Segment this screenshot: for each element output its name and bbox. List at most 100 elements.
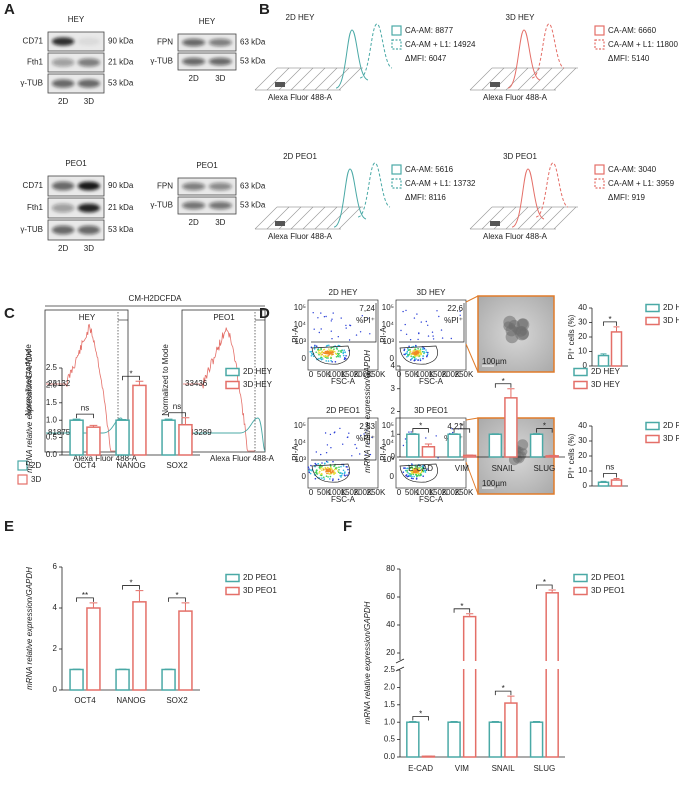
scatter-dot (348, 432, 350, 434)
scatter-dot (418, 467, 421, 470)
blot-kda: 53 kDa (108, 79, 134, 88)
scatter-dot (330, 466, 332, 469)
significance-label: * (543, 578, 546, 587)
y-tick-label: 10 (578, 347, 587, 356)
bar (86, 607, 101, 691)
blot-row-label: Fth1 (27, 203, 44, 212)
flow-grid (338, 206, 362, 230)
scatter-dot (326, 357, 328, 359)
y-tick-label: 40 (578, 303, 587, 312)
scatter-dot (426, 355, 428, 358)
y-tick-label: 0.0 (384, 752, 396, 761)
y-tick-label: 10⁵ (382, 303, 394, 312)
scatter-dot (411, 471, 414, 473)
pi-percent: 2,53 (359, 422, 375, 431)
y-tick-label: 10⁵ (382, 421, 394, 430)
y-axis-label: PI⁺ cells (%) (567, 314, 576, 359)
scatter-dot (332, 312, 334, 314)
scatter-dot (431, 331, 434, 333)
error-bar (548, 589, 556, 593)
y-tick-label: 0.0 (46, 450, 58, 459)
ros-plot-title: HEY (79, 313, 96, 322)
significance-bracket (494, 383, 512, 388)
histogram-peak (511, 168, 545, 228)
scatter-dot (415, 352, 417, 354)
blot-row-label: γ-TUB (20, 79, 43, 88)
scatter-dot (414, 467, 417, 470)
scatter-dot (333, 465, 335, 468)
significance-label: * (129, 579, 132, 588)
scatter-dot (332, 478, 334, 480)
scatter-dot (340, 465, 342, 468)
scatter-dot (315, 463, 317, 466)
scatter-dot (407, 472, 410, 474)
scatter-dot (406, 356, 408, 358)
scatter-dot (459, 314, 461, 316)
histogram-peak-dashed (359, 23, 393, 79)
scatter-dot (333, 471, 336, 473)
significance-label: * (543, 422, 546, 431)
legend-swatch (594, 164, 605, 175)
scatter-dot (404, 469, 407, 472)
scatter-dot (422, 470, 424, 472)
significance-bracket (536, 428, 553, 433)
y-tick-label: 1.0 (46, 415, 58, 424)
scatter-dot (344, 475, 346, 477)
scatter-dot (406, 467, 408, 470)
scatter-dot (417, 351, 420, 353)
ros-x-label: Alexa Fluor 488-A (73, 454, 138, 463)
x-tick-label: 100K (416, 370, 435, 379)
scatter-dot (334, 467, 337, 470)
scatter-dot (404, 438, 407, 440)
blot-row-label: γ-TUB (20, 225, 43, 234)
y-tick-label: 20 (578, 451, 587, 460)
flow-grid (505, 67, 529, 91)
flow-title: 2D PEO1 (283, 152, 317, 161)
scatter-dot (326, 344, 329, 347)
scatter-dot (405, 474, 407, 477)
y-tick-label: 10³ (382, 337, 394, 346)
legend-label: CA-AM + L1: 11800 (608, 40, 678, 49)
scatter-dot (452, 431, 454, 434)
legend-label: CA-AM: 3040 (608, 165, 657, 174)
flow-grid (266, 67, 290, 91)
scatter-dot (416, 470, 419, 472)
scatter-dot (325, 475, 328, 478)
significance-label: ns (606, 463, 614, 472)
blot-kda: 53 kDa (108, 225, 134, 234)
lane-label: 2D (189, 218, 199, 227)
bar (545, 455, 559, 458)
scatter-dot (315, 345, 318, 348)
scatter-dot (330, 349, 333, 352)
blot-title: PEO1 (65, 159, 87, 168)
scatter-dot (404, 467, 406, 469)
scatter-dot (324, 432, 327, 434)
scatter-dot (421, 470, 423, 473)
ros-curve-2d (183, 417, 266, 452)
x-tick-label: VIM (455, 464, 470, 473)
scatter-dot (316, 473, 319, 475)
scatter-dot (427, 335, 430, 337)
scatter-dot (403, 353, 406, 356)
scatter-dot (425, 437, 427, 439)
gate (311, 303, 377, 365)
scatter-dot (410, 355, 413, 358)
blot-strip (47, 219, 105, 241)
scatter-dot (424, 471, 427, 473)
significance-bracket (122, 375, 140, 381)
significance-bracket (603, 473, 617, 478)
y-tick-label: 10⁵ (294, 421, 306, 430)
scatter-dot (409, 472, 411, 475)
scatter-dot (318, 353, 320, 356)
scatter-y-label: PI-A (291, 327, 300, 343)
legend-label: 3D PEO1 (591, 586, 625, 595)
scatter-dot (319, 352, 322, 355)
lane-label: 2D (189, 74, 199, 83)
flow-grid-shade (275, 82, 285, 87)
scatter-dot (324, 462, 326, 465)
scatter-dot (342, 469, 345, 472)
x-tick-label: 250K (367, 488, 386, 497)
lane-label: 3D (215, 218, 225, 227)
scatter-y-label: PI-A (291, 445, 300, 461)
scatter-dot (342, 443, 344, 445)
